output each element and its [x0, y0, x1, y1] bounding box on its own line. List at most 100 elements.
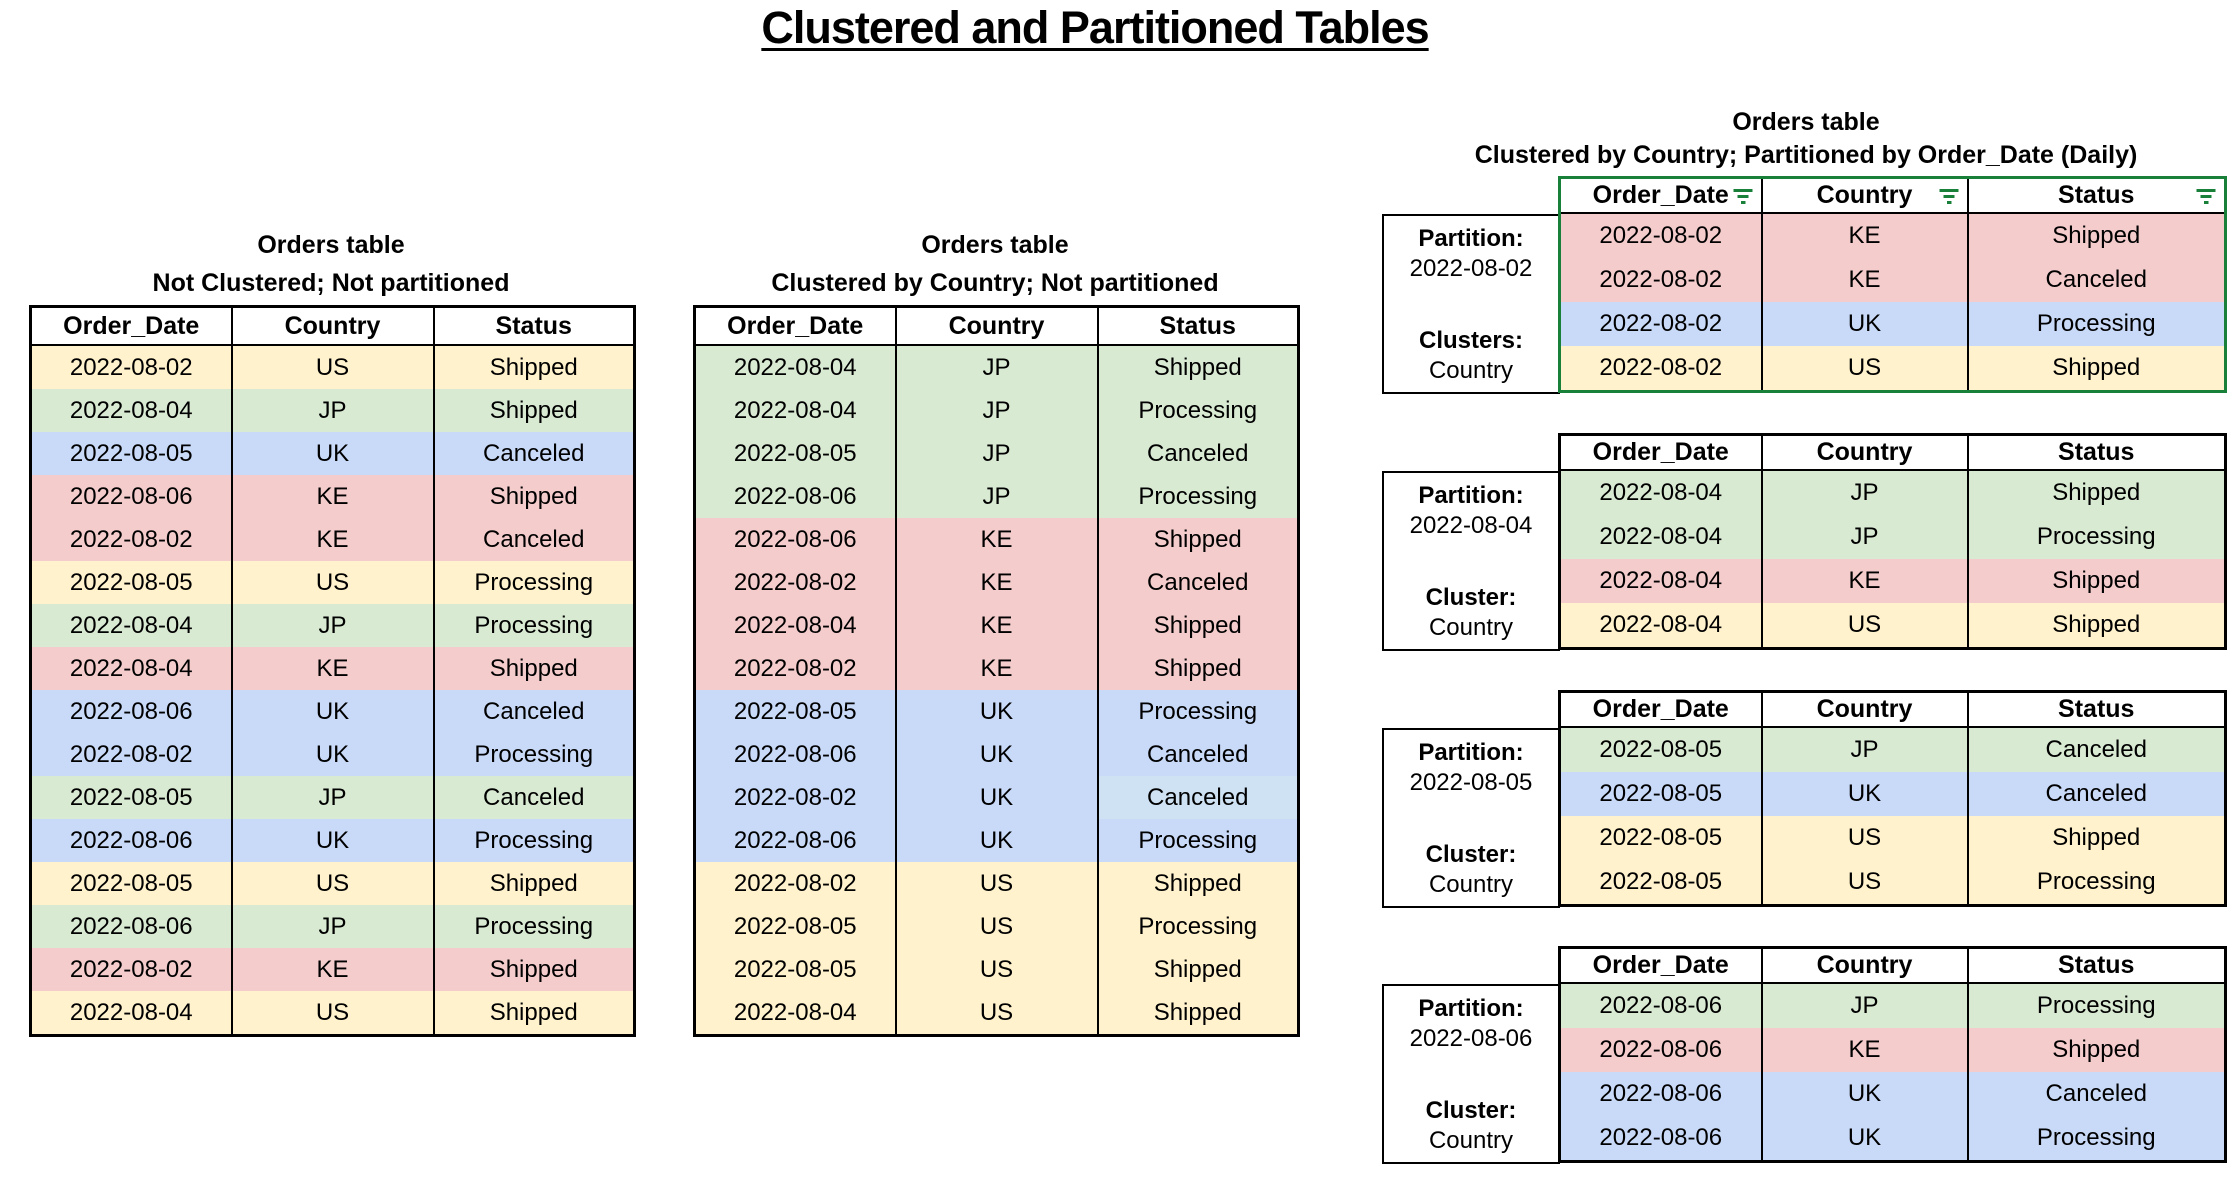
- cell-order-date: 2022-08-06: [29, 819, 233, 862]
- cell-status: Canceled: [432, 432, 636, 475]
- cell-status: Canceled: [1096, 733, 1300, 776]
- cell-status: Shipped: [432, 647, 636, 690]
- table-row: 2022-08-02 KE Canceled: [1558, 258, 2227, 302]
- column-header-status: Status: [1096, 306, 1300, 346]
- cell-order-date: 2022-08-06: [1558, 1116, 1763, 1162]
- cell-order-date: 2022-08-04: [693, 389, 897, 432]
- cell-status: Processing: [1096, 389, 1300, 432]
- cell-order-date: 2022-08-04: [693, 604, 897, 647]
- cell-country: KE: [1760, 559, 1969, 603]
- cell-status: Processing: [432, 733, 636, 776]
- partition-table-2022-08-02: Order_Date Country Status 2022-08-02 KE Shipp…: [1558, 176, 2227, 393]
- header-row: Order_Date Country Status: [1558, 691, 2227, 728]
- partition-block-2022-08-05: Partition: 2022-08-05 Cluster: Country O…: [1382, 690, 2227, 908]
- header-row: Order_Date Country Status: [1558, 177, 2227, 214]
- filter-icon: [2196, 188, 2216, 204]
- table-row: 2022-08-02 UK Canceled: [693, 776, 1300, 819]
- cell-country: US: [894, 862, 1099, 905]
- filter-icon: [1939, 188, 1958, 204]
- cell-country: US: [894, 948, 1099, 991]
- cell-country: US: [1760, 816, 1969, 860]
- cell-status: Shipped: [1966, 470, 2227, 515]
- left-table-container: Order_Date Country Status 2022-08-02 US Shipp…: [29, 305, 636, 1037]
- cell-country: JP: [1760, 727, 1969, 772]
- cell-status: Canceled: [432, 518, 636, 561]
- cell-status: Processing: [1966, 983, 2227, 1028]
- table-row: 2022-08-02 KE Canceled: [693, 561, 1300, 604]
- cell-status: Shipped: [1096, 948, 1300, 991]
- cell-status: Processing: [432, 819, 636, 862]
- cell-order-date: 2022-08-02: [29, 948, 233, 991]
- partition-key: Partition:: [1418, 482, 1524, 509]
- table-row: 2022-08-02 KE Canceled: [29, 518, 636, 561]
- middle-table-caption: Clustered by Country; Not partitioned: [771, 269, 1219, 297]
- column-header-status: Status: [1966, 947, 2227, 984]
- cell-order-date: 2022-08-02: [1558, 213, 1763, 258]
- cell-status: Shipped: [1966, 603, 2227, 649]
- cell-status: Canceled: [1966, 772, 2227, 816]
- header-row: Order_Date Country Status: [693, 306, 1300, 346]
- table-row: 2022-08-02 US Shipped: [1558, 346, 2227, 392]
- cell-country: UK: [1760, 302, 1969, 346]
- partition-value: 2022-08-06: [1409, 1025, 1533, 1052]
- cell-order-date: 2022-08-04: [29, 604, 233, 647]
- cell-country: JP: [1760, 470, 1969, 515]
- table-row: 2022-08-05 UK Canceled: [29, 432, 636, 475]
- cell-status: Shipped: [432, 862, 636, 905]
- cell-country: KE: [894, 647, 1099, 690]
- cell-country: KE: [230, 948, 435, 991]
- cell-order-date: 2022-08-02: [1558, 258, 1763, 302]
- cell-order-date: 2022-08-05: [1558, 727, 1763, 772]
- table-row: 2022-08-06 UK Processing: [693, 819, 1300, 862]
- cell-country: UK: [894, 690, 1099, 733]
- cell-status: Canceled: [1096, 432, 1300, 475]
- cell-country: KE: [230, 518, 435, 561]
- cell-order-date: 2022-08-05: [29, 776, 233, 819]
- cell-status: Shipped: [1966, 346, 2227, 392]
- partition-table-container: Order_Date Country Status 2022-08-05 JP Cance…: [1558, 690, 2227, 907]
- cluster-value: Country: [1428, 1127, 1514, 1154]
- cell-order-date: 2022-08-05: [693, 690, 897, 733]
- column-header-country: Country: [1760, 434, 1969, 471]
- table-row: 2022-08-06 UK Canceled: [29, 690, 636, 733]
- partition-label: Partition: 2022-08-05 Cluster: Country: [1382, 728, 1560, 908]
- table-row: 2022-08-06 UK Canceled: [693, 733, 1300, 776]
- cell-status: Processing: [1966, 860, 2227, 906]
- cell-country: US: [1760, 603, 1969, 649]
- table-row: 2022-08-06 KE Shipped: [693, 518, 1300, 561]
- cell-country: JP: [894, 475, 1099, 518]
- cell-status: Processing: [1096, 819, 1300, 862]
- cluster-value: Country: [1428, 871, 1514, 898]
- table-row: 2022-08-02 KE Shipped: [693, 647, 1300, 690]
- cell-order-date: 2022-08-02: [1558, 346, 1763, 392]
- cell-status: Processing: [1966, 1116, 2227, 1162]
- column-header-country: Country: [1760, 947, 1969, 984]
- cell-status: Shipped: [432, 345, 636, 389]
- cell-order-date: 2022-08-05: [693, 432, 897, 475]
- cell-status: Canceled: [1966, 1072, 2227, 1116]
- middle-table-title: Orders table: [921, 231, 1069, 259]
- table-row: 2022-08-06 UK Processing: [29, 819, 636, 862]
- cell-status: Shipped: [1096, 862, 1300, 905]
- cell-status: Processing: [432, 604, 636, 647]
- table-row: 2022-08-02 US Shipped: [693, 862, 1300, 905]
- cell-order-date: 2022-08-05: [1558, 816, 1763, 860]
- cell-status: Shipped: [1096, 991, 1300, 1036]
- table-row: 2022-08-02 KE Shipped: [29, 948, 636, 991]
- cell-order-date: 2022-08-05: [29, 862, 233, 905]
- partition-table-2022-08-04: Order_Date Country Status 2022-08-04 JP Shipp…: [1558, 433, 2227, 650]
- cell-status: Processing: [1096, 690, 1300, 733]
- cell-order-date: 2022-08-04: [1558, 559, 1763, 603]
- cell-country: KE: [894, 604, 1099, 647]
- cell-status: Shipped: [1966, 816, 2227, 860]
- cell-country: US: [230, 862, 435, 905]
- cell-status: Canceled: [432, 776, 636, 819]
- column-header-status: Status: [1966, 434, 2227, 471]
- cell-order-date: 2022-08-02: [1558, 302, 1763, 346]
- right-group-title: Orders table: [1732, 108, 1880, 136]
- cell-country: US: [894, 905, 1099, 948]
- partition-value: 2022-08-04: [1409, 512, 1533, 539]
- cell-country: JP: [894, 389, 1099, 432]
- cell-country: UK: [230, 819, 435, 862]
